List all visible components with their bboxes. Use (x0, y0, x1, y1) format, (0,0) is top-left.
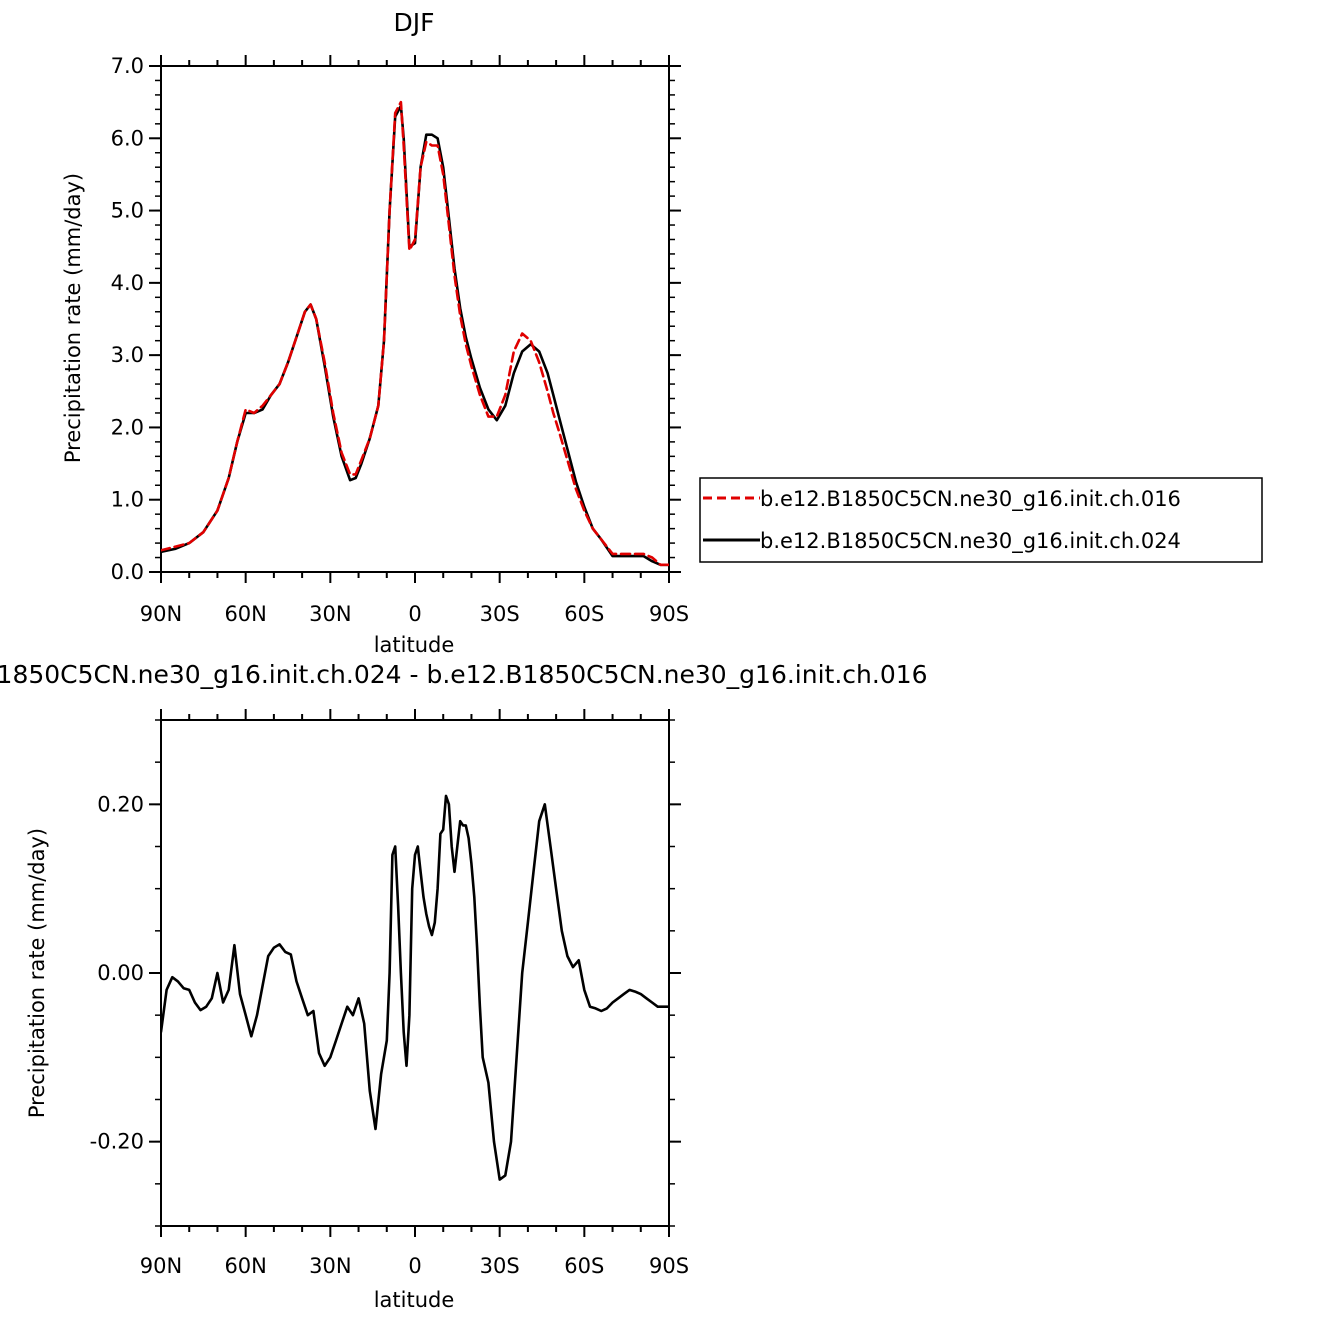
top-ytick-label: 5.0 (111, 199, 144, 223)
bottom-series (161, 794, 669, 1181)
top-series-line-1 (161, 104, 669, 567)
bottom-xtick-label: 90S (649, 1254, 689, 1278)
top-xtick-label: 90N (140, 602, 182, 626)
top-ytick-label: 1.0 (111, 488, 144, 512)
top-ylabel: Precipitation rate (mm/day) (61, 173, 85, 463)
bottom-title: b.e12.B1850C5CN.ne30_g16.init.ch.024 - b… (0, 660, 928, 689)
top-ytick-label: 2.0 (111, 415, 144, 439)
legend: b.e12.B1850C5CN.ne30_g16.init.ch.016 b.e… (699, 477, 1263, 563)
top-series (161, 100, 669, 567)
bottom-xtick-label: 90N (140, 1254, 182, 1278)
top-xtick-label: 90S (649, 602, 689, 626)
bottom-panel: b.e12.B1850C5CN.ne30_g16.init.ch.024 - b… (0, 660, 928, 1312)
bottom-xtick-label: 60S (564, 1254, 604, 1278)
bottom-xtick-label: 60N (224, 1254, 266, 1278)
legend-label-024: b.e12.B1850C5CN.ne30_g16.init.ch.024 (760, 529, 1181, 554)
bottom-xtick-label: 30N (309, 1254, 351, 1278)
bottom-xlabel: latitude (374, 1288, 455, 1312)
bottom-series-line-0 (161, 794, 669, 1181)
top-plot-frame (160, 65, 670, 573)
top-ytick-label: 4.0 (111, 271, 144, 295)
top-ytick-label: 7.0 (111, 54, 144, 78)
top-ytick-label: 0.0 (111, 560, 144, 584)
bottom-ylabel: Precipitation rate (mm/day) (25, 828, 49, 1118)
top-xtick-label: 60N (224, 602, 266, 626)
top-ytick-label: 3.0 (111, 343, 144, 367)
top-title: DJF (393, 8, 434, 37)
bottom-axes: 90N 60N 30N 0 30S 60S 90S -0.20 0.00 0.20 (90, 709, 689, 1278)
top-series-line-0 (161, 100, 669, 567)
top-ytick-label: 6.0 (111, 126, 144, 150)
top-xtick-label: 30S (480, 602, 520, 626)
top-xtick-label: 60S (564, 602, 604, 626)
top-xtick-label: 0 (408, 602, 421, 626)
legend-box (699, 477, 1263, 563)
bottom-ytick-label: 0.00 (97, 961, 144, 985)
top-xlabel: latitude (374, 633, 455, 657)
top-panel: DJF 90N 60N 30N 0 30S 60S 90S 0.0 1.0 2.0 3.0 4.0 5.… (61, 8, 689, 657)
bottom-xtick-label: 30S (480, 1254, 520, 1278)
bottom-xtick-label: 0 (408, 1254, 421, 1278)
bottom-ytick-label: 0.20 (97, 792, 144, 816)
top-xtick-label: 30N (309, 602, 351, 626)
top-axes: 90N 60N 30N 0 30S 60S 90S 0.0 1.0 2.0 3.0 4.0 5.0 6.0… (111, 54, 689, 626)
legend-label-016: b.e12.B1850C5CN.ne30_g16.init.ch.016 (760, 487, 1181, 512)
bottom-ytick-label: -0.20 (90, 1130, 144, 1154)
